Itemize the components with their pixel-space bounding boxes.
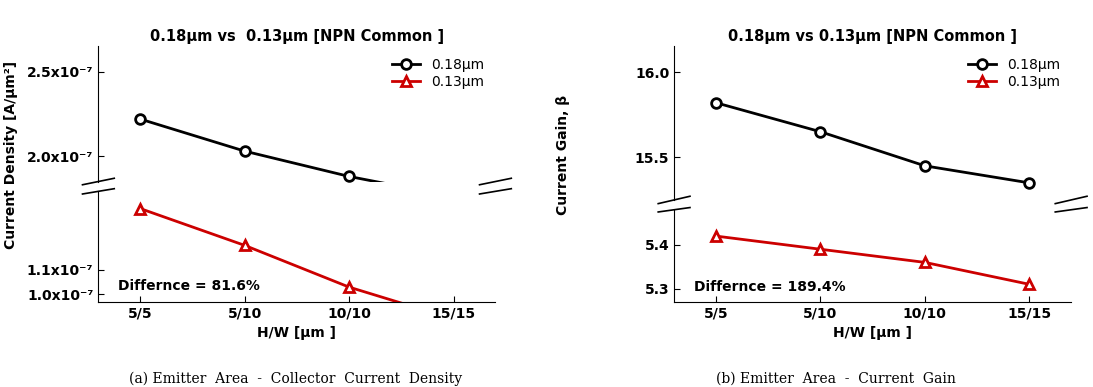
Legend: 0.18μm, 0.13μm: 0.18μm, 0.13μm: [964, 53, 1065, 93]
Text: Current Gain, β: Current Gain, β: [556, 95, 569, 215]
X-axis label: H/W [μm ]: H/W [μm ]: [257, 326, 337, 340]
Text: Current Density [A/μm²]: Current Density [A/μm²]: [4, 61, 17, 249]
Text: Differnce = 189.4%: Differnce = 189.4%: [694, 281, 846, 295]
Title: 0.18μm vs 0.13μm [NPN Common ]: 0.18μm vs 0.13μm [NPN Common ]: [728, 29, 1018, 44]
Text: Differnce = 81.6%: Differnce = 81.6%: [118, 279, 260, 293]
Legend: 0.18μm, 0.13μm: 0.18μm, 0.13μm: [388, 53, 489, 93]
Title: 0.18μm vs  0.13μm [NPN Common ]: 0.18μm vs 0.13μm [NPN Common ]: [150, 29, 444, 44]
X-axis label: H/W [μm ]: H/W [μm ]: [833, 326, 913, 340]
Text: (a) Emitter  Area  -  Collector  Current  Density: (a) Emitter Area - Collector Current Den…: [129, 372, 461, 386]
Text: (b) Emitter  Area  -  Current  Gain: (b) Emitter Area - Current Gain: [716, 372, 956, 386]
